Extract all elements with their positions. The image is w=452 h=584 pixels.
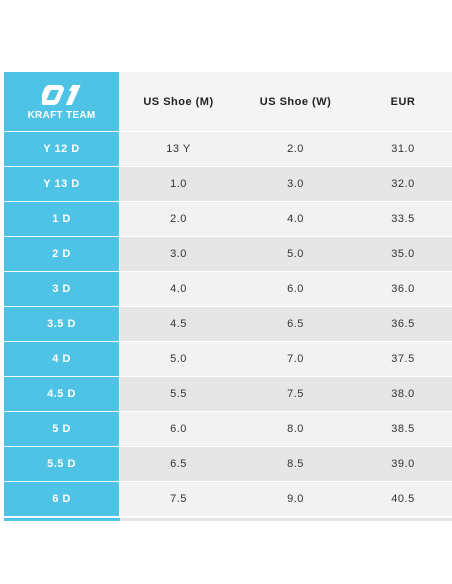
table-row: 2 D 3.0 5.0 35.0 [4, 237, 452, 272]
us-shoe-w-value: 9.0 [237, 482, 354, 516]
eur-value: 37.5 [354, 342, 452, 376]
us-shoe-w-value: 6.5 [237, 307, 354, 341]
eur-value: 35.0 [354, 237, 452, 271]
us-shoe-m-value: 4.5 [120, 307, 237, 341]
table-row: 5 D 6.0 8.0 38.5 [4, 412, 452, 447]
us-shoe-m-value: 6.5 [120, 447, 237, 481]
brand-name: KRAFT TEAM [27, 110, 96, 121]
size-label: 6 D [4, 482, 120, 516]
us-shoe-m-value: 1.0 [120, 167, 237, 201]
eur-value: 38.0 [354, 377, 452, 411]
size-label: 3.5 D [4, 307, 120, 341]
size-label: 4 D [4, 342, 120, 376]
eur-value: 33.5 [354, 202, 452, 236]
us-shoe-m-value: 7.5 [120, 482, 237, 516]
header-us-shoe-w: US Shoe (W) [237, 72, 354, 131]
us-shoe-m-value: 13 Y [120, 132, 237, 166]
size-label: Y 12 D [4, 132, 120, 166]
size-label: 5 D [4, 412, 120, 446]
size-label: 3 D [4, 272, 120, 306]
table-row: 3.5 D 4.5 6.5 36.5 [4, 307, 452, 342]
us-shoe-w-value: 4.0 [237, 202, 354, 236]
size-label: 2 D [4, 237, 120, 271]
eur-value: 38.5 [354, 412, 452, 446]
kraft-logo-icon [41, 85, 81, 105]
eur-value: 36.5 [354, 307, 452, 341]
eur-value: 40.5 [354, 482, 452, 516]
size-label: 4.5 D [4, 377, 120, 411]
header-eur: EUR [354, 72, 452, 131]
us-shoe-w-value: 6.0 [237, 272, 354, 306]
us-shoe-m-value: 4.0 [120, 272, 237, 306]
table-continuation-body [120, 518, 452, 521]
us-shoe-w-value: 8.5 [237, 447, 354, 481]
size-chart-table: KRAFT TEAM US Shoe (M) US Shoe (W) EUR Y… [4, 72, 452, 517]
table-body: Y 12 D 13 Y 2.0 31.0 Y 13 D 1.0 3.0 32.0 1 D 2.0 4… [4, 132, 452, 517]
table-row: 4.5 D 5.5 7.5 38.0 [4, 377, 452, 412]
eur-value: 32.0 [354, 167, 452, 201]
table-row: 3 D 4.0 6.0 36.0 [4, 272, 452, 307]
brand-logo-cell: KRAFT TEAM [4, 72, 120, 131]
us-shoe-m-value: 2.0 [120, 202, 237, 236]
table-row: 6 D 7.5 9.0 40.5 [4, 482, 452, 517]
table-row: 4 D 5.0 7.0 37.5 [4, 342, 452, 377]
us-shoe-m-value: 6.0 [120, 412, 237, 446]
us-shoe-w-value: 7.0 [237, 342, 354, 376]
size-label: 1 D [4, 202, 120, 236]
header-us-shoe-m: US Shoe (M) [120, 72, 237, 131]
us-shoe-m-value: 5.0 [120, 342, 237, 376]
us-shoe-w-value: 3.0 [237, 167, 354, 201]
us-shoe-m-value: 5.5 [120, 377, 237, 411]
size-label: 5.5 D [4, 447, 120, 481]
eur-value: 39.0 [354, 447, 452, 481]
size-label: Y 13 D [4, 167, 120, 201]
table-row: 5.5 D 6.5 8.5 39.0 [4, 447, 452, 482]
us-shoe-w-value: 8.0 [237, 412, 354, 446]
us-shoe-w-value: 7.5 [237, 377, 354, 411]
table-row: Y 13 D 1.0 3.0 32.0 [4, 167, 452, 202]
table-header-row: KRAFT TEAM US Shoe (M) US Shoe (W) EUR [4, 72, 452, 132]
table-continuation-side [4, 518, 120, 521]
table-continuation [4, 518, 452, 521]
us-shoe-w-value: 5.0 [237, 237, 354, 271]
eur-value: 36.0 [354, 272, 452, 306]
eur-value: 31.0 [354, 132, 452, 166]
table-row: 1 D 2.0 4.0 33.5 [4, 202, 452, 237]
us-shoe-m-value: 3.0 [120, 237, 237, 271]
us-shoe-w-value: 2.0 [237, 132, 354, 166]
table-row: Y 12 D 13 Y 2.0 31.0 [4, 132, 452, 167]
